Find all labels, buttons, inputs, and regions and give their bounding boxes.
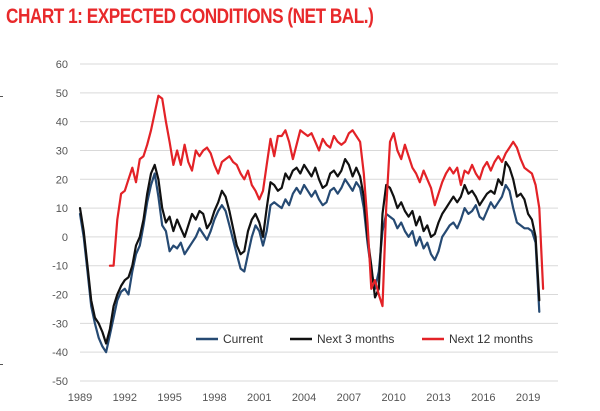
y-tick-label: -30 (52, 318, 68, 330)
y-tick-label: -50 (52, 376, 68, 388)
y-tick-label: 20 (56, 174, 68, 186)
x-tick-label: 2007 (337, 392, 361, 404)
y-tick-label: 60 (56, 59, 68, 71)
chart-title: CHART 1: EXPECTED CONDITIONS (NET BAL.) (6, 5, 374, 28)
left-edge-mark (0, 364, 3, 365)
legend-label: Next 12 months (449, 332, 533, 346)
x-tick-label: 1998 (202, 392, 226, 404)
legend: Current Next 3 months Next 12 months (196, 332, 533, 346)
y-axis-tick-labels: -50 -40 -30 -20 -10 0 10 20 30 40 50 60 (52, 59, 68, 388)
y-tick-label: 10 (56, 203, 68, 215)
y-tick-label: 40 (56, 117, 68, 129)
series-line-next-3-months (78, 158, 541, 345)
legend-label: Current (223, 332, 264, 346)
y-tick-label: 50 (56, 88, 68, 100)
x-tick-label: 2019 (516, 392, 540, 404)
y-tick-label: -20 (52, 290, 68, 302)
y-tick-label: 0 (62, 232, 68, 244)
x-tick-label: 2016 (471, 392, 495, 404)
x-tick-label: 2001 (247, 392, 271, 404)
x-tick-label: 2004 (292, 392, 316, 404)
x-tick-label: 1992 (113, 392, 137, 404)
series-line-next-12-months (108, 94, 545, 308)
x-axis-tick-labels: 1989 1992 1995 1998 2001 2004 2007 2010 2013 2016… (68, 392, 541, 404)
x-tick-label: 1989 (68, 392, 92, 404)
y-tick-label: 30 (56, 145, 68, 157)
x-tick-label: 2010 (381, 392, 405, 404)
series-line-current (78, 172, 541, 354)
legend-label: Next 3 months (317, 332, 394, 346)
x-tick-label: 1995 (157, 392, 181, 404)
series-lines (78, 94, 545, 354)
y-tick-label: -40 (52, 347, 68, 359)
y-tick-label: -10 (52, 261, 68, 273)
left-edge-mark (0, 96, 3, 97)
x-tick-label: 2013 (426, 392, 450, 404)
